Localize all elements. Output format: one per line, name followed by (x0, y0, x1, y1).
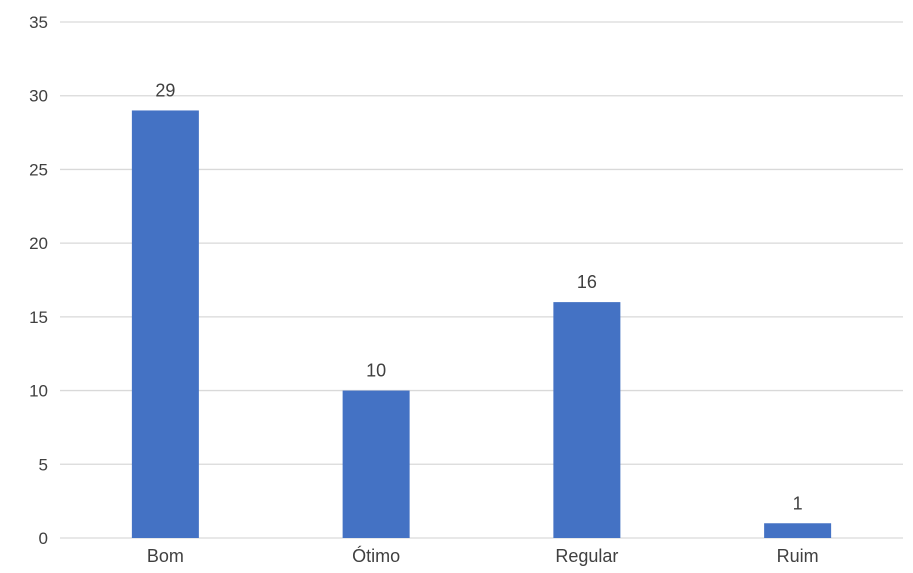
data-labels: 29 10 16 1 (155, 80, 802, 513)
data-label-ótimo: 10 (366, 361, 386, 381)
y-tick-label-15: 15 (29, 308, 48, 327)
bar-regular (553, 302, 621, 538)
category-label-regular: Regular (555, 546, 618, 566)
category-label-ótimo: Ótimo (352, 545, 400, 566)
category-label-bom: Bom (147, 546, 184, 566)
bars (131, 110, 832, 538)
data-label-bom: 29 (155, 80, 175, 100)
y-tick-label-0: 0 (39, 529, 48, 548)
data-label-ruim: 1 (793, 493, 803, 513)
bar-ótimo (342, 390, 410, 538)
y-tick-label-10: 10 (29, 382, 48, 401)
bar-bom (131, 110, 199, 538)
y-axis-ticks: 0 5 10 15 20 25 30 35 (29, 13, 48, 548)
category-label-ruim: Ruim (777, 546, 819, 566)
y-tick-label-35: 35 (29, 13, 48, 32)
y-tick-label-25: 25 (29, 160, 48, 179)
y-tick-label-20: 20 (29, 234, 48, 253)
data-label-regular: 16 (577, 272, 597, 292)
gridlines (60, 21, 903, 539)
x-axis-categories: Bom Ótimo Regular Ruim (147, 545, 819, 566)
y-tick-label-30: 30 (29, 87, 48, 106)
y-tick-label-5: 5 (39, 455, 48, 474)
bar-ruim (764, 523, 832, 538)
